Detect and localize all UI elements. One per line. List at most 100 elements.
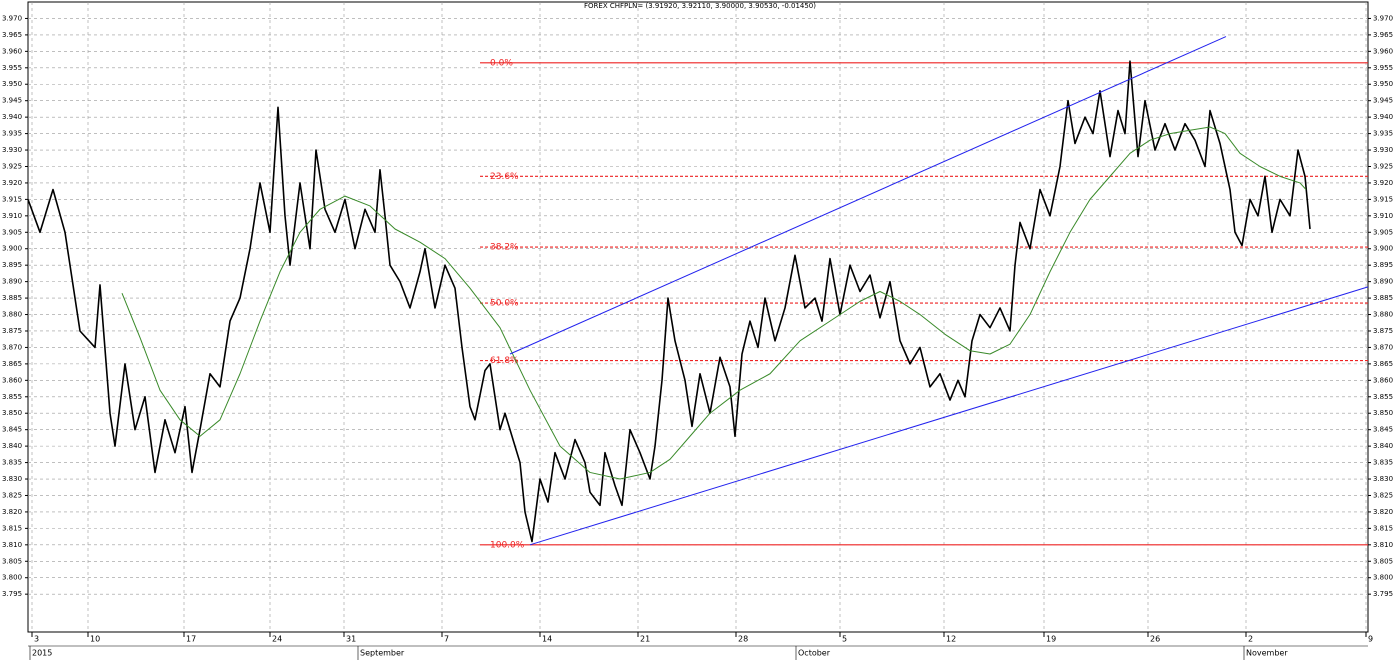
y-tick-label: 3.890 (2, 278, 22, 286)
y-tick-label: 3.875 (2, 327, 22, 335)
y-tick-label: 3.895 (1373, 261, 1393, 269)
y-tick-label: 3.810 (2, 541, 22, 549)
y-tick-label: 3.915 (1373, 195, 1393, 203)
y-tick-label: 3.955 (1373, 64, 1393, 72)
y-tick-label: 3.915 (2, 195, 22, 203)
y-tick-label: 3.800 (1373, 574, 1393, 582)
x-tick-label: 31 (346, 635, 356, 644)
y-tick-label: 3.900 (1373, 245, 1393, 253)
y-tick-label: 3.910 (1373, 212, 1393, 220)
y-tick-label: 3.830 (1373, 475, 1393, 483)
y-tick-label: 3.865 (1373, 360, 1393, 368)
y-tick-label: 3.950 (2, 80, 22, 88)
y-tick-label: 3.795 (1373, 590, 1393, 598)
y-tick-label: 3.835 (1373, 459, 1393, 467)
y-tick-label: 3.885 (2, 294, 22, 302)
x-tick-label: 10 (90, 635, 100, 644)
x-tick-label: 5 (842, 635, 847, 644)
y-tick-label: 3.945 (1373, 97, 1393, 105)
month-label: 2015 (32, 649, 52, 658)
fib-label: 38.2% (490, 243, 519, 253)
y-tick-label: 3.870 (2, 343, 22, 351)
y-tick-label: 3.800 (2, 574, 22, 582)
x-tick-label: 21 (640, 635, 650, 644)
y-tick-label: 3.835 (2, 459, 22, 467)
y-tick-label: 3.840 (2, 442, 22, 450)
y-tick-label: 3.845 (1373, 426, 1393, 434)
y-tick-label: 3.935 (1373, 130, 1393, 138)
fib-label: 100.0% (490, 540, 525, 550)
y-tick-label: 3.805 (1373, 557, 1393, 565)
y-tick-label: 3.925 (2, 162, 22, 170)
y-tick-label: 3.960 (1373, 47, 1393, 55)
chart-title: FOREX CHFPLN= (3.91920, 3.92110, 3.90000… (584, 2, 816, 10)
y-tick-label: 3.840 (1373, 442, 1393, 450)
y-tick-label: 3.815 (2, 524, 22, 532)
x-tick-label: 19 (1046, 635, 1056, 644)
month-label: November (1246, 649, 1288, 658)
y-tick-label: 3.825 (2, 491, 22, 499)
y-tick-label: 3.795 (2, 590, 22, 598)
y-tick-label: 3.905 (2, 228, 22, 236)
x-tick-label: 28 (738, 635, 748, 644)
month-label: September (360, 649, 405, 658)
y-tick-label: 3.850 (1373, 409, 1393, 417)
x-tick-label: 7 (444, 635, 449, 644)
fib-label: 23.6% (490, 172, 519, 182)
fib-label: 61.8% (490, 356, 519, 366)
y-tick-label: 3.815 (1373, 524, 1393, 532)
plot-frame (27, 1, 1369, 633)
y-tick-label: 3.965 (1373, 31, 1393, 39)
x-tick-label: 2 (1248, 635, 1253, 644)
y-tick-label: 3.900 (2, 245, 22, 253)
price-line (529, 286, 1369, 546)
y-tick-label: 3.960 (2, 47, 22, 55)
y-tick-label: 3.820 (2, 508, 22, 516)
price-line (509, 36, 1227, 355)
x-tick-label: 26 (1150, 635, 1160, 644)
x-tick-label: 3 (34, 635, 39, 644)
y-tick-label: 3.940 (1373, 113, 1393, 121)
y-tick-label: 3.805 (2, 557, 22, 565)
fib-label: 50.0% (490, 299, 519, 309)
y-tick-label: 3.970 (2, 14, 22, 22)
fib-label: 0.0% (490, 58, 513, 68)
y-tick-label: 3.870 (1373, 343, 1393, 351)
price-line (121, 126, 1307, 480)
y-tick-label: 3.820 (1373, 508, 1393, 516)
price-line (27, 60, 1311, 543)
y-tick-label: 3.910 (2, 212, 22, 220)
y-tick-label: 3.855 (2, 393, 22, 401)
y-tick-label: 3.830 (2, 475, 22, 483)
y-tick-label: 3.920 (2, 179, 22, 187)
y-tick-label: 3.905 (1373, 228, 1393, 236)
y-tick-label: 3.945 (2, 97, 22, 105)
x-tick-label: 12 (946, 635, 956, 644)
y-tick-label: 3.855 (1373, 393, 1393, 401)
month-label: October (798, 649, 831, 658)
y-tick-label: 3.920 (1373, 179, 1393, 187)
y-tick-label: 3.965 (2, 31, 22, 39)
y-tick-label: 3.890 (1373, 278, 1393, 286)
y-tick-label: 3.860 (1373, 376, 1393, 384)
y-tick-label: 3.880 (1373, 311, 1393, 319)
y-tick-label: 3.860 (2, 376, 22, 384)
y-tick-label: 3.825 (1373, 491, 1393, 499)
x-tick-label: 9 (1368, 635, 1373, 644)
y-tick-label: 3.925 (1373, 162, 1393, 170)
y-tick-label: 3.885 (1373, 294, 1393, 302)
y-tick-label: 3.935 (2, 130, 22, 138)
y-tick-label: 3.895 (2, 261, 22, 269)
y-tick-label: 3.970 (1373, 14, 1393, 22)
y-tick-label: 3.845 (2, 426, 22, 434)
y-tick-label: 3.810 (1373, 541, 1393, 549)
y-tick-label: 3.850 (2, 409, 22, 417)
y-tick-label: 3.880 (2, 311, 22, 319)
y-tick-label: 3.955 (2, 64, 22, 72)
y-tick-label: 3.875 (1373, 327, 1393, 335)
y-tick-label: 3.950 (1373, 80, 1393, 88)
y-tick-label: 3.940 (2, 113, 22, 121)
x-tick-label: 17 (186, 635, 196, 644)
